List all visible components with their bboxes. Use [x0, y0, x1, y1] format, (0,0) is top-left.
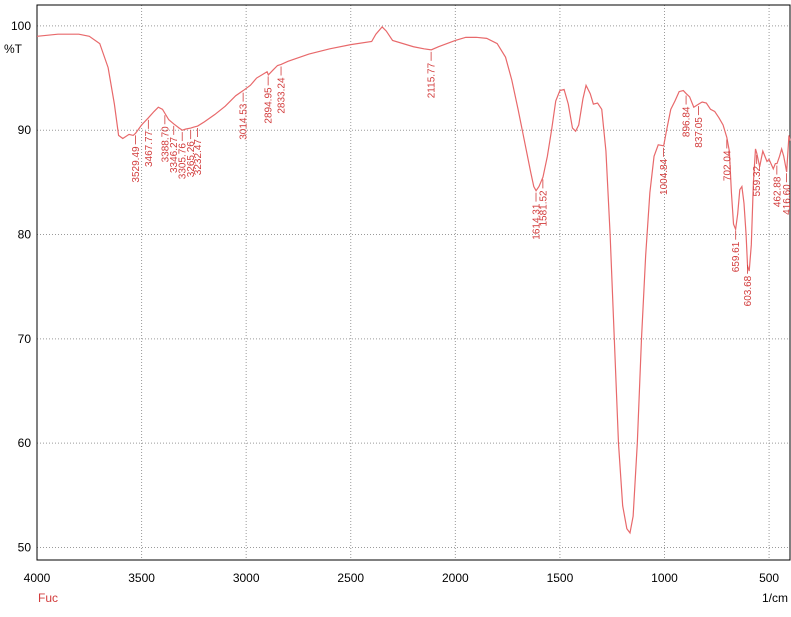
y-tick-label: 50 — [18, 540, 32, 554]
x-tick-label: 1500 — [547, 571, 574, 585]
x-tick-label: 3500 — [128, 571, 155, 585]
x-tick-label: 2500 — [337, 571, 364, 585]
peak-label: 603.68 — [743, 275, 754, 306]
peak-label: 702.04 — [722, 150, 733, 181]
peak-label: 837.05 — [694, 117, 705, 148]
peak-label: 2833.24 — [277, 77, 288, 114]
x-tick-label: 1000 — [651, 571, 678, 585]
x-tick-label: 4000 — [24, 571, 51, 585]
peak-label: 3346.27 — [169, 136, 180, 173]
peak-label: 416.60 — [782, 184, 791, 215]
peak-label: 3388.70 — [160, 126, 171, 163]
peak-label: 559.32 — [752, 165, 763, 196]
y-tick-label: 60 — [18, 436, 32, 450]
peak-label: 659.61 — [731, 241, 742, 272]
x-tick-label: 500 — [759, 571, 779, 585]
x-axis-label: 1/cm — [762, 591, 788, 605]
y-tick-label: 80 — [18, 228, 32, 242]
plot-frame — [36, 4, 791, 561]
peak-label: 3232.47 — [193, 139, 204, 176]
peak-label: 1581.52 — [538, 190, 549, 227]
peak-label: 3529.49 — [131, 146, 142, 183]
peak-label: 3305.76 — [178, 143, 189, 180]
peak-label: 2115.77 — [427, 62, 438, 98]
y-tick-label: 100 — [11, 19, 31, 33]
peak-label: 2894.95 — [264, 87, 275, 124]
sample-name: Fuc — [38, 591, 58, 605]
x-tick-label: 2000 — [442, 571, 469, 585]
peak-label: 1614.31 — [532, 203, 543, 240]
peak-label: 462.88 — [772, 176, 783, 207]
x-tick-label: 3000 — [233, 571, 260, 585]
peak-label: 3014.53 — [239, 103, 250, 140]
y-axis-label: %T — [4, 42, 23, 56]
peak-label: 896.84 — [682, 106, 693, 137]
y-tick-label: 90 — [18, 123, 32, 137]
peak-label: 1004.84 — [659, 158, 670, 195]
y-tick-label: 70 — [18, 332, 32, 346]
spectrum-line — [36, 26, 791, 535]
peak-label: 3265.26 — [186, 141, 197, 178]
peak-label: 3467.77 — [144, 130, 155, 167]
